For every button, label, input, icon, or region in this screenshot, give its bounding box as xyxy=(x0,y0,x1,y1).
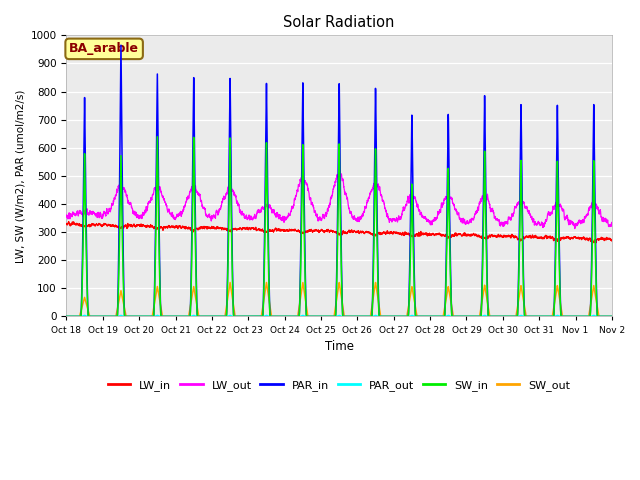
LW_in xyxy=(65,219,72,225)
PAR_out xyxy=(590,312,598,318)
PAR_out xyxy=(492,313,500,319)
Line: SW_in: SW_in xyxy=(67,137,612,316)
Legend: LW_in, LW_out, PAR_in, PAR_out, SW_in, SW_out: LW_in, LW_out, PAR_in, PAR_out, SW_in, S… xyxy=(104,375,575,395)
LW_out xyxy=(161,197,168,203)
SW_in xyxy=(461,313,469,319)
LW_in xyxy=(592,240,600,246)
Line: LW_in: LW_in xyxy=(67,222,612,243)
PAR_out xyxy=(431,313,439,319)
LW_out xyxy=(608,221,616,227)
LW_in xyxy=(461,233,469,239)
LW_in xyxy=(431,232,439,238)
SW_out xyxy=(319,313,326,319)
LW_in xyxy=(319,228,326,234)
LW_out xyxy=(461,221,469,227)
LW_in xyxy=(608,238,616,244)
Line: LW_out: LW_out xyxy=(67,172,612,228)
PAR_out xyxy=(319,313,326,319)
SW_out xyxy=(461,313,469,319)
LW_out xyxy=(571,226,579,231)
LW_out xyxy=(493,216,500,222)
SW_out xyxy=(63,313,70,319)
Line: SW_out: SW_out xyxy=(67,282,612,316)
PAR_in xyxy=(607,313,615,319)
SW_out xyxy=(608,313,616,319)
SW_in xyxy=(63,313,70,319)
PAR_out xyxy=(161,313,168,319)
PAR_out xyxy=(63,313,70,319)
PAR_in xyxy=(117,42,125,48)
PAR_out xyxy=(607,313,615,319)
SW_in xyxy=(161,313,168,319)
LW_in xyxy=(161,224,168,230)
LW_out xyxy=(63,212,70,218)
SW_out xyxy=(493,313,500,319)
PAR_in xyxy=(63,313,70,319)
PAR_in xyxy=(431,313,439,319)
SW_out xyxy=(607,313,615,319)
PAR_in xyxy=(608,313,616,319)
SW_in xyxy=(154,134,161,140)
LW_in xyxy=(493,233,500,239)
PAR_in xyxy=(319,313,326,319)
PAR_in xyxy=(461,313,469,319)
Text: BA_arable: BA_arable xyxy=(69,42,139,55)
PAR_in xyxy=(161,313,168,319)
SW_out xyxy=(227,279,234,285)
Title: Solar Radiation: Solar Radiation xyxy=(284,15,395,30)
SW_in xyxy=(493,313,500,319)
PAR_out xyxy=(461,313,469,319)
LW_in xyxy=(63,221,70,227)
SW_out xyxy=(431,313,439,319)
LW_in xyxy=(607,237,615,242)
LW_out xyxy=(336,169,344,175)
LW_out xyxy=(607,220,615,226)
Y-axis label: LW, SW (W/m2), PAR (umol/m2/s): LW, SW (W/m2), PAR (umol/m2/s) xyxy=(15,89,25,263)
SW_in xyxy=(607,313,615,319)
X-axis label: Time: Time xyxy=(324,340,354,353)
PAR_out xyxy=(608,313,616,319)
Line: PAR_out: PAR_out xyxy=(67,315,612,316)
SW_in xyxy=(431,313,439,319)
LW_out xyxy=(431,215,439,221)
Line: PAR_in: PAR_in xyxy=(67,45,612,316)
SW_in xyxy=(608,313,616,319)
SW_in xyxy=(319,313,326,319)
LW_out xyxy=(319,213,326,218)
PAR_in xyxy=(493,313,500,319)
SW_out xyxy=(161,313,168,319)
